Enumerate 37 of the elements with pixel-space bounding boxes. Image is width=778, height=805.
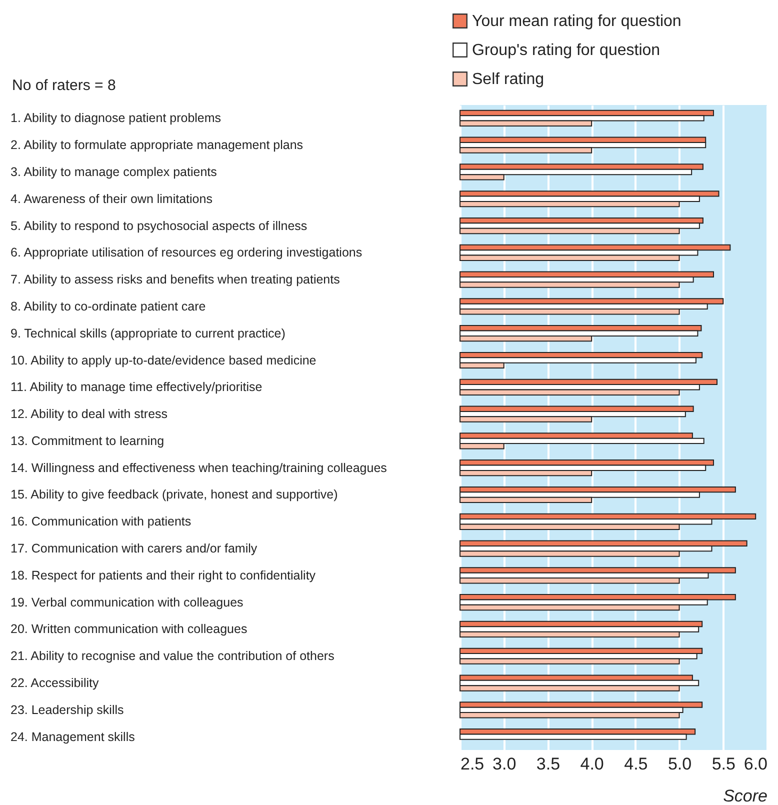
y-tick-label: 7. Ability to assess risks and benefits when treating patients: [10, 272, 340, 287]
y-tick-label: 3. Ability to manage complex patients: [10, 164, 217, 179]
y-tick-label: 11. Ability to manage time effectively/prioritise: [10, 380, 262, 394]
x-tick-label: 3.0: [492, 754, 516, 774]
legend-label: Group's rating for question: [472, 42, 660, 59]
y-tick-label: 8. Ability to co-ordinate patient care: [10, 299, 206, 314]
y-tick-label: 21. Ability to recognise and value the contribution of others: [10, 649, 334, 664]
y-tick-label: 5. Ability to respond to psychosocial aspects of illness: [10, 218, 308, 233]
x-tick-label: 5.5: [712, 754, 736, 774]
x-tick-label: 4.0: [580, 754, 604, 774]
y-tick-label: 9. Technical skills (appropriate to current practice): [10, 326, 286, 340]
y-tick-label: 19. Verbal communication with colleagues: [10, 595, 244, 610]
y-tick-label: 22. Accessibility: [10, 676, 100, 690]
x-tick-label: 2.5: [460, 754, 484, 774]
y-tick-label: 18. Respect for patients and their right to confidentiality: [10, 568, 316, 582]
y-tick-label: 4. Awareness of their own limitations: [10, 192, 212, 206]
y-tick-label: 6. Appropriate utilisation of resources eg ordering investigations: [10, 246, 362, 260]
y-tick-label: 14. Willingness and effectiveness when teaching/training colleagues: [10, 460, 387, 475]
y-tick-label: 17. Communication with carers and/or family: [10, 542, 258, 556]
y-tick-label: 24. Management skills: [10, 730, 135, 744]
y-tick-label: 23. Leadership skills: [10, 702, 124, 717]
y-tick-label: 10. Ability to apply up-to-date/evidence based medicine: [10, 353, 316, 368]
x-tick-label: 4.5: [624, 754, 648, 774]
y-tick-label: 1. Ability to diagnose patient problems: [10, 111, 222, 126]
x-tick-label: 3.5: [536, 754, 560, 774]
text: No of raters = 8: [12, 77, 116, 94]
y-tick-label: 15. Ability to give feedback (private, honest and supportive): [10, 488, 338, 502]
legend-label: Your mean rating for question: [472, 13, 682, 30]
y-tick-label: 13. Commitment to learning: [10, 434, 164, 448]
y-tick-label: 2. Ability to formulate appropriate management plans: [10, 138, 304, 152]
legend-label: Self rating: [472, 71, 544, 88]
x-tick-label: 5.0: [668, 754, 692, 774]
x-tick-label: 6.0: [744, 754, 768, 774]
x-axis-title: Score: [723, 786, 768, 805]
y-tick-label: 16. Communication with patients: [10, 514, 192, 529]
y-tick-label: 20. Written communication with colleagues: [10, 622, 248, 636]
y-tick-label: 12. Ability to deal with stress: [10, 407, 168, 422]
